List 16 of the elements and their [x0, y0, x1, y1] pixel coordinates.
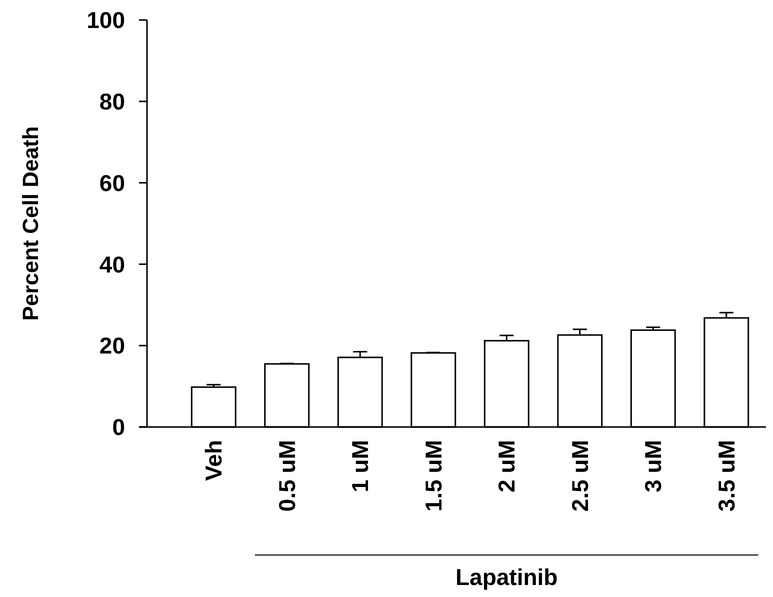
- x-tick-label: 0.5 uM: [274, 440, 300, 512]
- text: Lapatinib: [456, 564, 558, 590]
- y-tick-label: 60: [99, 170, 125, 196]
- x-tick-label: 2 uM: [494, 440, 520, 492]
- y-tick-label: 20: [99, 332, 125, 359]
- x-tick-label: 1.5 uM: [420, 440, 446, 512]
- y-axis-title: Percent Cell Death: [18, 126, 43, 321]
- x-tick-label: Veh: [200, 440, 227, 481]
- x-tick-label: 1 uM: [347, 440, 374, 492]
- x-tick-label: 3 uM: [640, 440, 666, 492]
- x-tick-label: 2.5 uM: [566, 440, 593, 512]
- y-tick-label: 40: [99, 251, 125, 278]
- y-tick-label: 100: [86, 7, 125, 34]
- y-tick-label: 80: [99, 88, 125, 114]
- x-tick-label: 3.5 uM: [713, 440, 740, 512]
- y-tick-label: 0: [112, 414, 125, 440]
